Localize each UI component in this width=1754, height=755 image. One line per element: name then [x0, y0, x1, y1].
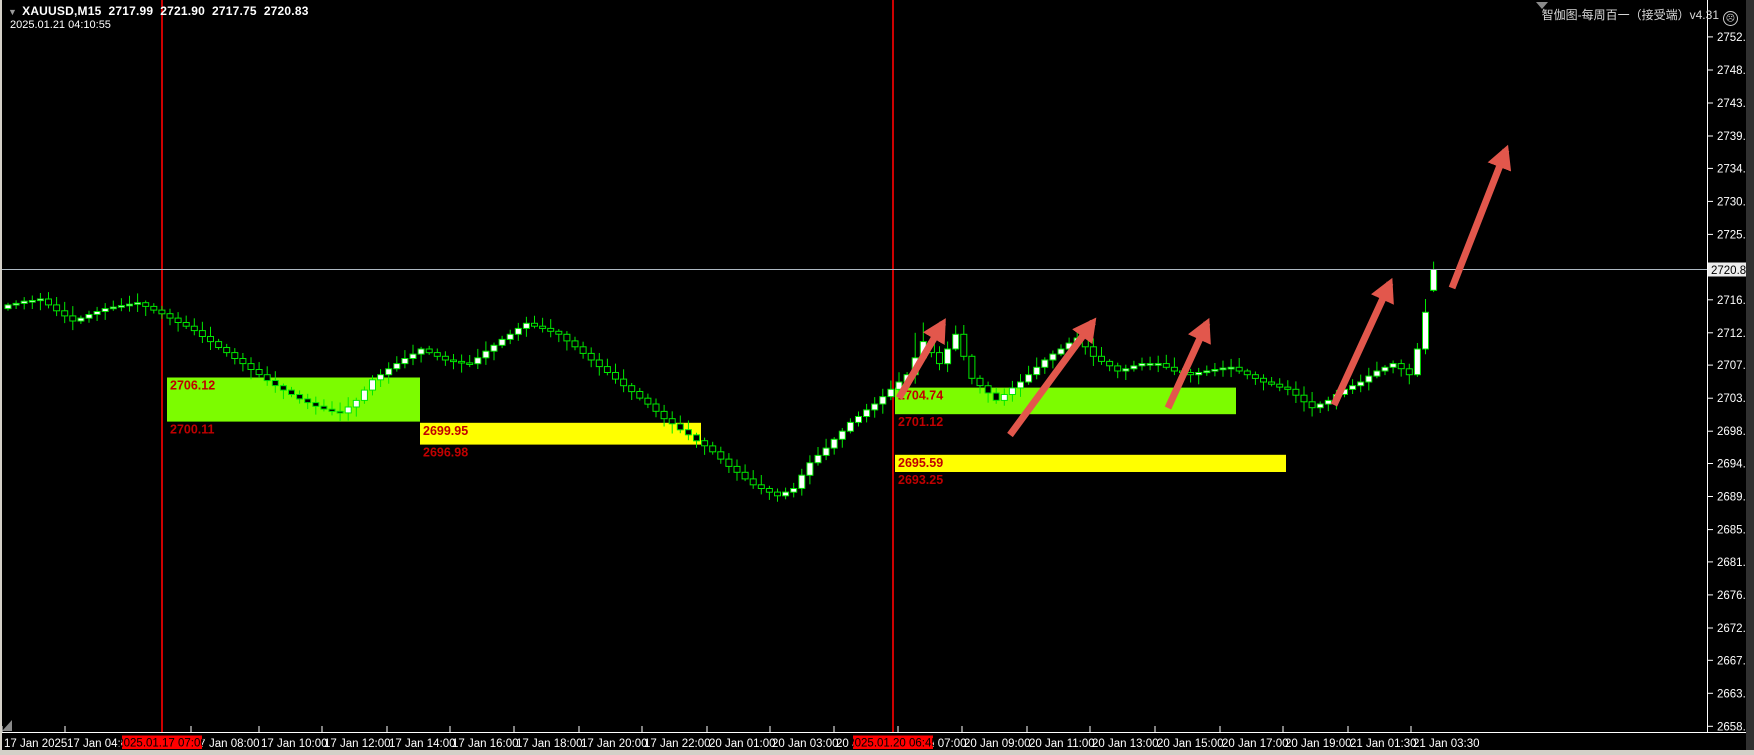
- price-tick-label: 2703.30: [1717, 393, 1754, 405]
- time-tick-label: 21 Jan 03:30: [1413, 738, 1480, 750]
- time-axis[interactable]: 17 Jan 2025 17 Jan 04:00 17 Jan 08:00 17 Ja…: [1, 726, 1480, 750]
- bottom-border: [0, 750, 1754, 755]
- price-axis[interactable]: 2752.50 2748.00 2743.50 2739.00 2734.60 2730.…: [1707, 32, 1754, 733]
- ohlc-close: 2720.83: [263, 4, 309, 18]
- symbol-label: XAUUSD,M15: [22, 4, 102, 18]
- time-tick-label: 17 Jan 10:00: [261, 738, 328, 750]
- price-tick-label: 2685.40: [1717, 525, 1754, 537]
- time-tick-label: 17 Jan 14:00: [389, 738, 456, 750]
- price-tick-label: 2748.00: [1717, 65, 1754, 77]
- annotation-zones[interactable]: 2706.12 2700.11 2699.95 2696.98 2704.74 2701.…: [167, 377, 1286, 487]
- price-tick-label: 2707.80: [1717, 360, 1754, 372]
- svg-text:2025.01.20 06:45: 2025.01.20 06:45: [848, 738, 938, 750]
- zone-price-bottom: 2696.98: [423, 446, 468, 460]
- indicator-watermark: 智伽图-每周百一（接受端）v4.31 ☹: [1542, 6, 1738, 26]
- zone-rect: [167, 377, 420, 422]
- candles: [4, 261, 1438, 502]
- price-tick-label: 2743.50: [1717, 98, 1754, 110]
- time-tick-label: 17 Jan 18:00: [516, 738, 583, 750]
- time-tick-label: 17 Jan 20:00: [581, 738, 648, 750]
- price-tick-label: 2716.70: [1717, 295, 1754, 307]
- price-tick-label: 2667.60: [1717, 655, 1754, 667]
- time-tick-label: 17 Jan 12:00: [324, 738, 391, 750]
- time-tick-label: 20 Jan 17:00: [1222, 738, 1289, 750]
- vertical-time-lines[interactable]: [161, 0, 894, 732]
- time-tick-label: 20 Jan 19:00: [1285, 738, 1352, 750]
- time-tick-label: 17 Jan 2025: [4, 738, 67, 750]
- price-tick-label: 2676.50: [1717, 590, 1754, 602]
- price-tick-label: 2712.20: [1717, 328, 1754, 340]
- time-tick-label: 20 Jan 11:00: [1029, 738, 1095, 750]
- left-border: [0, 0, 2, 755]
- sad-face-icon[interactable]: ☹: [1723, 11, 1738, 26]
- price-tick-label: 2672.00: [1717, 623, 1754, 635]
- zone-rect: [895, 387, 1236, 415]
- watermark-text: 智伽图-每周百一（接受端）v4.31: [1541, 8, 1719, 22]
- scroll-corner-icon: [2, 720, 12, 731]
- time-highlight-tag: 2025.01.20 06:45: [848, 735, 938, 750]
- time-tick-label: 21 Jan 01:30: [1350, 738, 1417, 750]
- time-highlight-tag: 2025.01.17 07:00: [117, 735, 207, 750]
- time-tick-label: 17 Jan 16:00: [452, 738, 519, 750]
- up-arrow: [1448, 144, 1512, 290]
- price-tick-label: 2739.00: [1717, 131, 1754, 143]
- price-tick-label: 2689.90: [1717, 492, 1754, 504]
- time-tick-label: 20 Jan 15:00: [1157, 738, 1224, 750]
- time-tick-label: 20 Jan 03:00: [772, 738, 839, 750]
- chart-header: ▼ XAUUSD,M15 2717.99 2721.90 2717.75 2720.83: [8, 4, 309, 18]
- right-border: [1746, 0, 1754, 750]
- price-tick-label: 2725.60: [1717, 229, 1754, 241]
- svg-text:2025.01.17 07:00: 2025.01.17 07:00: [117, 738, 207, 750]
- current-price-tag: 2720.83: [1708, 262, 1754, 277]
- zone-rect: [895, 454, 1286, 472]
- trend-arrows[interactable]: [895, 144, 1512, 438]
- ohlc-high: 2721.90: [160, 4, 206, 18]
- price-tick-label: 2663.10: [1717, 688, 1754, 700]
- svg-text:2720.83: 2720.83: [1711, 265, 1753, 277]
- zone-price-top: 2695.59: [898, 456, 943, 470]
- chart-datetime: 2025.01.21 04:10:55: [10, 19, 111, 31]
- ohlc-low: 2717.75: [212, 4, 257, 18]
- zone-price-top: 2699.95: [423, 424, 468, 438]
- time-tick-label: 20 Jan 09:00: [964, 738, 1031, 750]
- zone-price-top: 2704.74: [898, 389, 943, 403]
- up-arrow: [1164, 317, 1211, 410]
- time-tick-label: 17 Jan 04:00: [67, 738, 134, 750]
- price-tick-label: 2698.80: [1717, 426, 1754, 438]
- time-tick-label: 20 Jan 13:00: [1092, 738, 1159, 750]
- ohlc-open: 2717.99: [108, 4, 154, 18]
- time-tick-label: 17 Jan 08:00: [193, 738, 260, 750]
- price-tick-label: 2730.10: [1717, 196, 1754, 208]
- price-tick-label: 2752.50: [1717, 32, 1754, 44]
- time-tick-label: 17 Jan 22:00: [644, 738, 711, 750]
- zone-rect: [420, 422, 701, 445]
- time-tick-label: 20 Jan 01:00: [709, 738, 776, 750]
- zone-price-top: 2706.12: [170, 379, 215, 393]
- price-tick-label: 2694.40: [1717, 459, 1754, 471]
- price-tick-label: 2734.60: [1717, 163, 1754, 175]
- price-tick-label: 2681.00: [1717, 557, 1754, 569]
- zone-price-bottom: 2701.12: [898, 415, 943, 429]
- symbol-dropdown-icon[interactable]: ▼: [8, 7, 18, 17]
- up-arrow: [1007, 317, 1097, 438]
- shift-marker-icon: [1536, 2, 1548, 9]
- zone-price-bottom: 2700.11: [170, 423, 215, 437]
- zone-price-bottom: 2693.25: [898, 473, 943, 487]
- up-arrow: [895, 318, 947, 400]
- price-tick-label: 2658.60: [1717, 721, 1754, 733]
- up-arrow: [1330, 277, 1394, 407]
